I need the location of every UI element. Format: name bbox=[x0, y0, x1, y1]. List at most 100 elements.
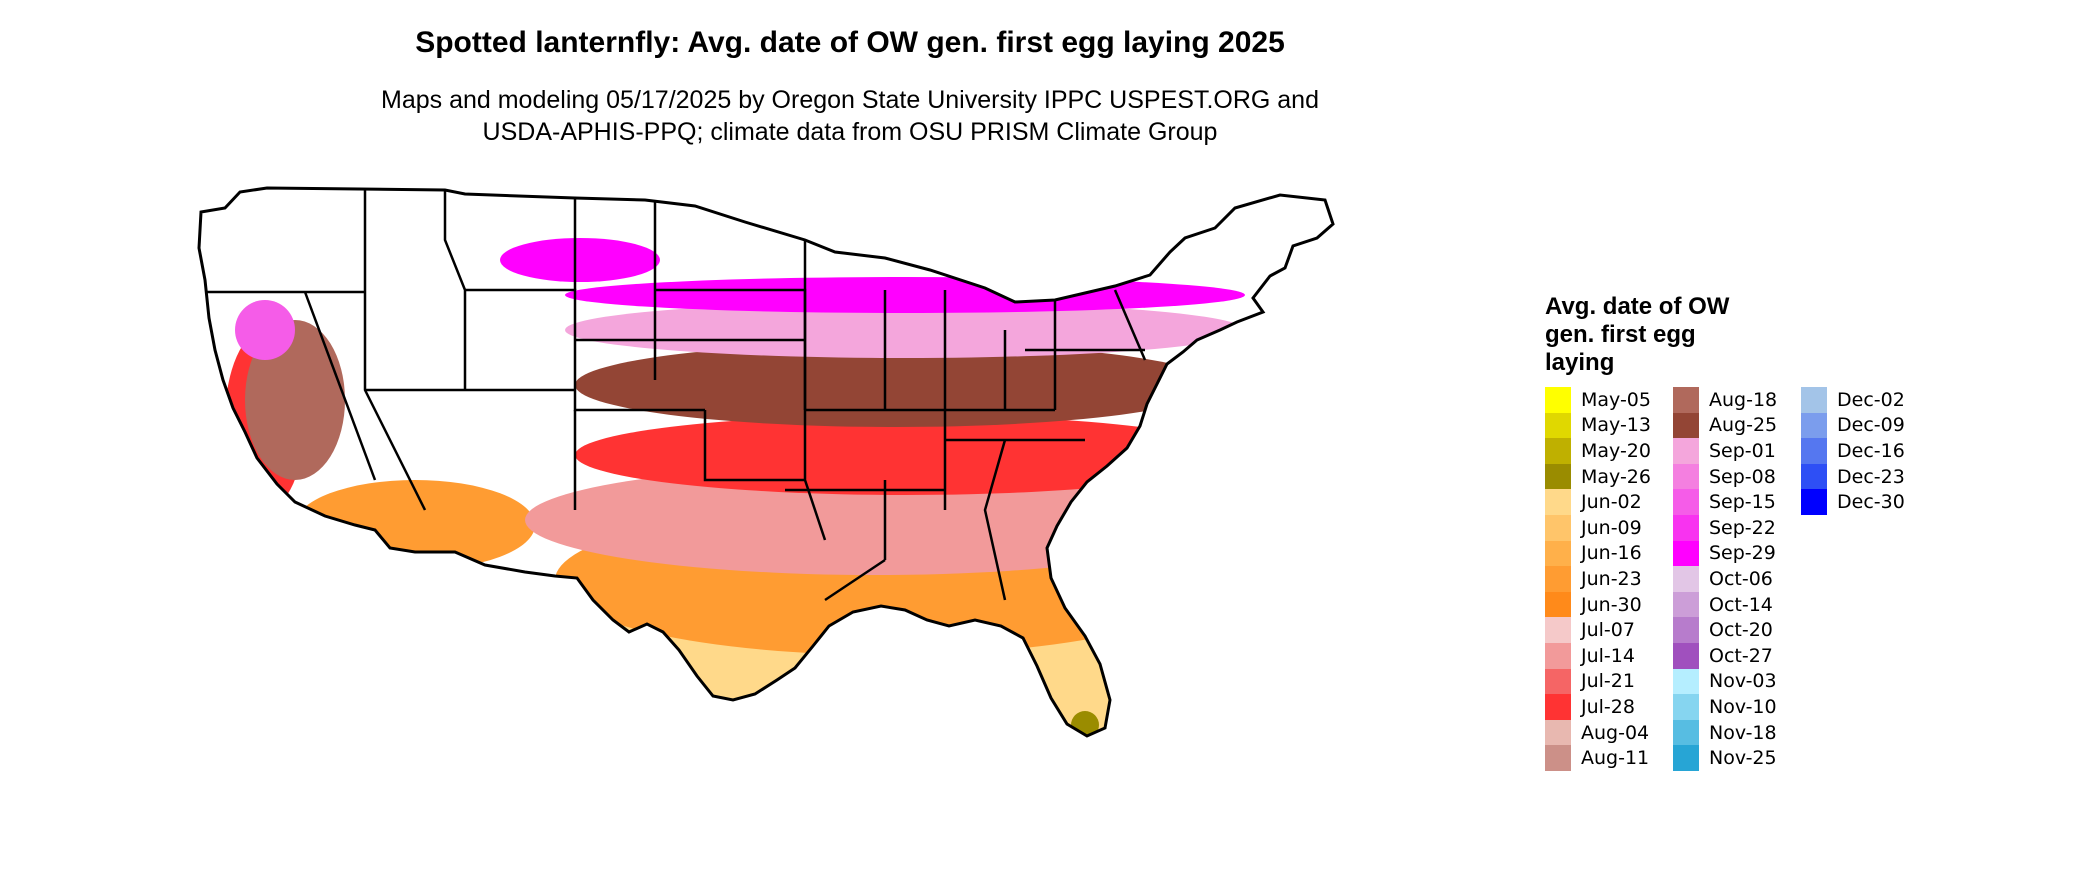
legend-label: May-05 bbox=[1581, 388, 1651, 411]
legend-item: Jun-23 bbox=[1545, 566, 1651, 592]
legend-swatch bbox=[1545, 387, 1571, 413]
legend-label: May-26 bbox=[1581, 465, 1651, 488]
legend-swatch bbox=[1545, 591, 1571, 618]
legend-item: Sep-29 bbox=[1673, 540, 1777, 567]
legend-label: Oct-06 bbox=[1709, 567, 1773, 590]
legend-swatch bbox=[1673, 642, 1699, 669]
map-subtitle: Maps and modeling 05/17/2025 by Oregon S… bbox=[250, 84, 1450, 148]
legend-item: May-13 bbox=[1545, 412, 1651, 439]
legend-label: Jun-09 bbox=[1581, 516, 1642, 539]
legend-item: Dec-02 bbox=[1801, 387, 1905, 413]
legend-item: Jul-21 bbox=[1545, 668, 1651, 695]
legend-swatch bbox=[1673, 591, 1699, 618]
legend-label: Sep-01 bbox=[1709, 439, 1776, 462]
legend-swatch bbox=[1545, 642, 1571, 669]
legend-label: Sep-08 bbox=[1709, 465, 1776, 488]
legend-swatch bbox=[1673, 617, 1699, 643]
us-map bbox=[197, 186, 1335, 738]
legend-label: Sep-22 bbox=[1709, 516, 1776, 539]
map-legend: Avg. date of OW gen. first egg laying Ma… bbox=[1545, 293, 2065, 787]
legend-label: Aug-04 bbox=[1581, 721, 1650, 744]
legend-item: Nov-25 bbox=[1673, 745, 1777, 771]
map-title: Spotted lanternfly: Avg. date of OW gen.… bbox=[415, 26, 1285, 59]
legend-item: Dec-16 bbox=[1801, 438, 1905, 464]
legend-swatch bbox=[1545, 489, 1571, 515]
legend-label: Dec-09 bbox=[1837, 414, 1905, 437]
legend-swatch bbox=[1545, 745, 1571, 771]
legend-label: Nov-03 bbox=[1709, 670, 1777, 693]
legend-item: Dec-23 bbox=[1801, 463, 1905, 490]
legend-item: Aug-11 bbox=[1545, 745, 1651, 771]
legend-swatch bbox=[1673, 412, 1699, 439]
legend-swatch bbox=[1673, 438, 1699, 464]
legend-label: Dec-02 bbox=[1837, 388, 1905, 411]
legend-item: Oct-06 bbox=[1673, 566, 1777, 592]
legend-item: Oct-14 bbox=[1673, 591, 1777, 618]
legend-swatch bbox=[1673, 540, 1699, 567]
legend-item: Dec-30 bbox=[1801, 489, 1905, 515]
legend-item: Jun-30 bbox=[1545, 591, 1651, 618]
legend-label: Sep-29 bbox=[1709, 542, 1776, 565]
legend-swatch bbox=[1673, 719, 1699, 746]
legend-item: Oct-20 bbox=[1673, 617, 1777, 643]
legend-label: Jul-14 bbox=[1581, 644, 1635, 667]
legend-title-line-1: Avg. date of OW bbox=[1545, 293, 1730, 320]
legend-label: Jul-21 bbox=[1581, 670, 1635, 693]
legend-title-line-2: gen. first egg bbox=[1545, 321, 1696, 348]
legend-swatch bbox=[1673, 387, 1699, 413]
legend-item: Aug-04 bbox=[1545, 719, 1651, 746]
legend-label: May-20 bbox=[1581, 439, 1651, 462]
legend-item: Jul-07 bbox=[1545, 617, 1651, 643]
legend-swatch bbox=[1673, 694, 1699, 720]
legend-item: Jul-14 bbox=[1545, 642, 1651, 669]
legend-swatch bbox=[1673, 745, 1699, 771]
legend-item: Sep-15 bbox=[1673, 489, 1777, 515]
legend-item: Aug-18 bbox=[1673, 387, 1777, 413]
legend-label: Jul-07 bbox=[1581, 619, 1635, 642]
legend-label: Sep-15 bbox=[1709, 491, 1776, 514]
legend-item: Oct-27 bbox=[1673, 642, 1777, 669]
legend-swatch bbox=[1545, 463, 1571, 490]
legend-item: Nov-18 bbox=[1673, 719, 1777, 746]
legend-label: Aug-25 bbox=[1709, 414, 1778, 437]
legend-item: Nov-10 bbox=[1673, 694, 1777, 720]
legend-swatch bbox=[1673, 668, 1699, 695]
legend-label: Oct-27 bbox=[1709, 644, 1773, 667]
legend-title: Avg. date of OW gen. first egg laying bbox=[1545, 293, 1785, 377]
legend-swatch bbox=[1545, 617, 1571, 643]
legend-item: Dec-09 bbox=[1801, 412, 1905, 439]
legend-swatch bbox=[1673, 489, 1699, 515]
legend-swatch bbox=[1801, 387, 1827, 413]
legend-item: May-20 bbox=[1545, 438, 1651, 464]
legend-swatch bbox=[1673, 463, 1699, 490]
legend-title-line-3: laying bbox=[1545, 349, 1615, 376]
legend-swatch bbox=[1545, 719, 1571, 746]
legend-item: Sep-08 bbox=[1673, 463, 1777, 490]
legend-label: Nov-10 bbox=[1709, 695, 1777, 718]
legend-label: Jun-02 bbox=[1581, 491, 1642, 514]
legend-swatch bbox=[1545, 540, 1571, 567]
legend-label: Nov-25 bbox=[1709, 747, 1777, 770]
legend-columns: May-05 May-13 May-20 May-26 Jun-02 Jun-09 Jun-… bbox=[1545, 387, 2065, 787]
legend-label: May-13 bbox=[1581, 414, 1651, 437]
legend-item: Jun-02 bbox=[1545, 489, 1651, 515]
legend-swatch bbox=[1545, 566, 1571, 592]
legend-label: Oct-20 bbox=[1709, 619, 1773, 642]
legend-swatch bbox=[1545, 694, 1571, 720]
legend-label: Jul-28 bbox=[1581, 695, 1635, 718]
legend-item: Sep-01 bbox=[1673, 438, 1777, 464]
legend-label: Dec-16 bbox=[1837, 439, 1905, 462]
legend-item: Jun-09 bbox=[1545, 514, 1651, 541]
legend-swatch bbox=[1673, 566, 1699, 592]
legend-item: Jun-16 bbox=[1545, 540, 1651, 567]
legend-swatch bbox=[1673, 514, 1699, 541]
legend-swatch bbox=[1801, 412, 1827, 439]
legend-item: Sep-22 bbox=[1673, 514, 1777, 541]
legend-label: Dec-30 bbox=[1837, 491, 1905, 514]
legend-label: Aug-18 bbox=[1709, 388, 1778, 411]
legend-label: Dec-23 bbox=[1837, 465, 1905, 488]
legend-label: Jun-23 bbox=[1581, 567, 1642, 590]
legend-label: Jun-30 bbox=[1581, 593, 1642, 616]
legend-item: Nov-03 bbox=[1673, 668, 1777, 695]
legend-column-2: Aug-18 Aug-25 Sep-01 Sep-08 Sep-15 Sep-22 Sep-… bbox=[1673, 387, 1777, 771]
